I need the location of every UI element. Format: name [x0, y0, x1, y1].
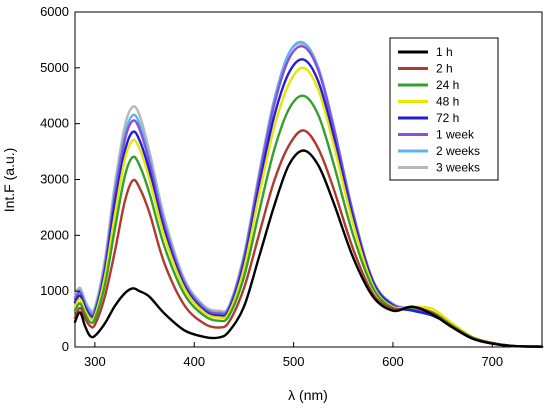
y-axis-ticks: 0 1000 2000 3000 4000 5000 6000 [40, 4, 80, 354]
legend-label: 2 h [436, 62, 453, 76]
legend-label: 72 h [436, 111, 459, 125]
legend-label: 3 weeks [436, 161, 480, 175]
y-tick-label: 6000 [40, 4, 69, 19]
legend-label: 2 weeks [436, 144, 480, 158]
legend-label: 48 h [436, 95, 459, 109]
legend: 1 h 2 h 24 h 48 h 72 h 1 week 2 weeks 3 weeks [389, 37, 499, 181]
y-tick-label: 3000 [40, 172, 69, 187]
y-tick-label: 4000 [40, 116, 69, 131]
y-tick-label: 0 [62, 339, 69, 354]
legend-label: 1 week [436, 128, 475, 142]
legend-label: 24 h [436, 78, 459, 92]
x-tick-label: 400 [183, 354, 205, 369]
series-line-1-h [73, 149, 544, 348]
legend-label: 1 h [436, 45, 453, 59]
x-tick-label: 500 [283, 354, 305, 369]
x-axis-ticks: 300 400 500 600 700 [84, 342, 503, 369]
legend-box [389, 37, 499, 181]
x-tick-label: 700 [481, 354, 503, 369]
x-tick-label: 600 [382, 354, 404, 369]
series-lines [73, 40, 544, 348]
y-tick-label: 1000 [40, 283, 69, 298]
x-axis-title: λ (nm) [288, 387, 328, 403]
x-tick-label: 300 [84, 354, 106, 369]
y-tick-label: 2000 [40, 227, 69, 242]
series-line-48-h [73, 66, 544, 348]
y-tick-label: 5000 [40, 60, 69, 75]
y-axis-title: Int.F (a.u.) [1, 148, 17, 213]
